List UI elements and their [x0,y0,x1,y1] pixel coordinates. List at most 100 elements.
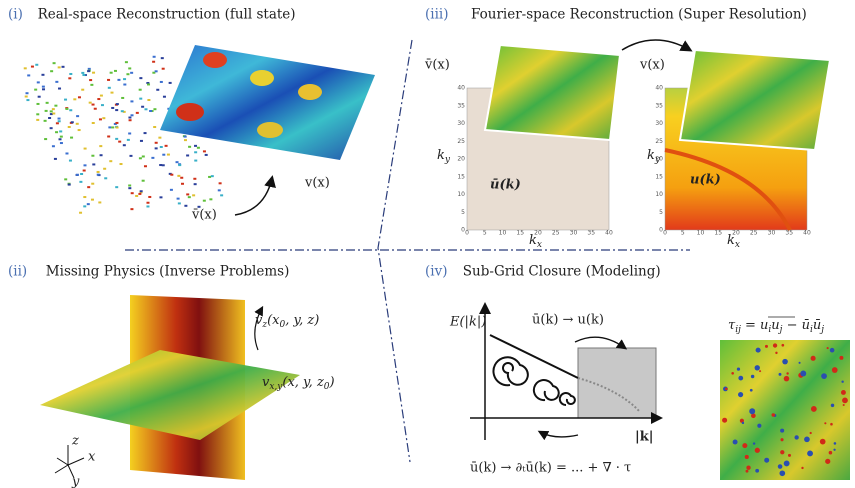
point [101,104,104,106]
vortex [257,122,283,138]
point [27,74,30,76]
point [109,160,112,162]
point [26,99,29,101]
speck [841,380,843,382]
point [108,87,111,89]
point [65,108,68,110]
point [35,64,38,66]
point [203,150,206,152]
panel-label: (iii) [425,7,449,23]
point [41,74,44,76]
speck [833,449,835,451]
subscript: x [537,240,542,250]
point [36,113,39,115]
point [170,174,173,176]
vortex [298,84,322,100]
equation: ū(k) → ∂ₜū(k) = ... + ∇ · τ [470,461,631,476]
point [71,121,74,123]
point [162,68,165,70]
point [147,83,150,85]
speck [804,437,810,443]
panel-title: Fourier-space Reconstruction (Super Reso… [471,7,807,23]
speck [825,459,830,464]
point [102,117,105,119]
point [156,89,159,91]
point [114,70,117,72]
point [92,104,95,106]
field-image [680,50,830,150]
speck [810,432,812,434]
point [142,155,145,157]
point [52,108,55,110]
speck [780,438,783,441]
point [135,195,138,197]
x-tick-label: 40 [803,230,811,237]
x-tick-label: 0 [663,230,667,237]
point [64,178,67,180]
point [125,61,128,63]
speck [755,365,760,370]
x-tick-label: 25 [552,230,560,237]
point [98,201,101,203]
speck [784,376,790,382]
point [115,138,118,140]
speck [722,418,727,423]
point [177,198,180,200]
point [139,77,142,79]
y-tick-label: 10 [655,191,663,198]
speck [831,404,834,407]
point [97,174,100,176]
point [128,117,131,119]
point [50,110,53,112]
speck [738,376,743,381]
y-tick-label: 10 [457,191,465,198]
point [128,187,131,189]
speck [775,352,777,354]
point [83,196,86,198]
point [44,120,47,122]
x-tick-label: 15 [516,230,524,237]
point [165,145,168,147]
point [139,157,142,159]
axes-glyph [55,445,84,478]
point [131,192,134,194]
speck [737,367,740,370]
point [69,109,72,111]
speck [756,348,761,353]
x-tick-label: 20 [534,230,542,237]
point [70,137,73,139]
point [34,89,37,91]
point [111,107,114,109]
point [192,194,195,196]
point [92,72,95,74]
point [52,145,55,147]
speck [753,442,755,444]
speck [755,448,760,453]
y-tick-label: 30 [457,120,465,127]
point [129,119,132,121]
axis-glyph-label: x [88,450,96,465]
point [121,110,124,112]
point [159,164,162,166]
point [68,184,71,186]
point [153,126,156,128]
point [139,89,142,91]
point [127,139,130,141]
point [90,84,93,86]
speck [824,422,826,424]
speck [834,442,837,445]
panel-title: Missing Physics (Inverse Problems) [46,264,290,280]
point [186,193,189,195]
subscript: x,y [269,382,283,392]
point [42,86,45,88]
speck [820,439,826,445]
x-tick-label: 10 [499,230,507,237]
point [84,148,87,150]
field-label: v(x) [639,58,665,73]
point [54,158,57,160]
arrow [540,432,578,437]
point [167,154,170,156]
speck [749,408,755,414]
point [155,142,158,144]
point [147,99,150,101]
